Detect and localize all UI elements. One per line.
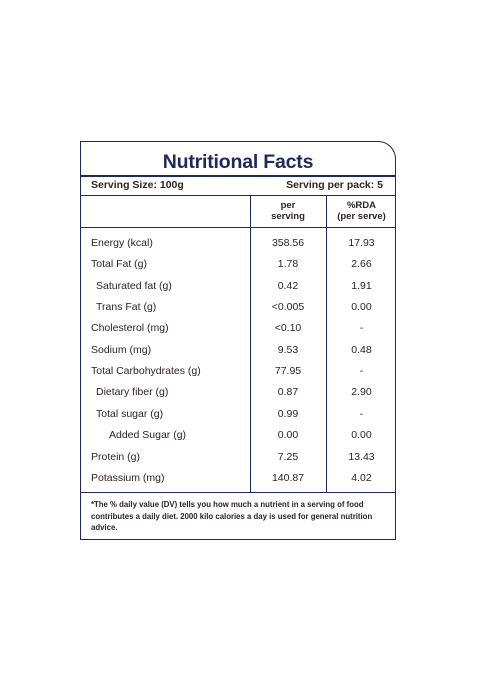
table-row: Total Carbohydrates (g) 77.95 - bbox=[81, 361, 395, 382]
nutrient-name: Protein (g) bbox=[91, 450, 141, 463]
nutrient-name: Cholesterol (mg) bbox=[91, 322, 169, 335]
footnote: *The % daily value (DV) tells you how mu… bbox=[91, 500, 373, 532]
nutrient-name: Total sugar (g) bbox=[96, 407, 164, 420]
rda-value: - bbox=[359, 322, 364, 335]
table-row: Total Fat (g) 1.78 2.66 bbox=[81, 254, 395, 275]
table-row: Added Sugar (g) 0.00 0.00 bbox=[81, 425, 395, 446]
per-serving-value: 0.42 bbox=[277, 279, 299, 292]
per-serving-value: <0.005 bbox=[271, 301, 305, 314]
per-serving-value: 0.99 bbox=[277, 407, 299, 420]
table-row: Potassium (mg) 140.87 4.02 bbox=[81, 468, 395, 489]
nutrient-name: Energy (kcal) bbox=[91, 237, 153, 249]
nutrient-name: Added Sugar (g) bbox=[109, 429, 187, 442]
divider bbox=[81, 195, 395, 197]
divider bbox=[81, 227, 395, 229]
per-serving-value: 358.56 bbox=[271, 237, 305, 249]
rda-value: 2.66 bbox=[351, 258, 372, 271]
rda-value: 0.00 bbox=[351, 301, 372, 314]
rda-value: 0.48 bbox=[351, 343, 372, 356]
table-row: Protein (g) 7.25 13.43 bbox=[81, 447, 395, 468]
nutrient-name: Trans Fat (g) bbox=[96, 301, 157, 314]
rda-value: 2.90 bbox=[351, 386, 372, 399]
per-serving-value: 1.78 bbox=[277, 258, 299, 271]
per-serving-value: 0.87 bbox=[277, 386, 299, 399]
per-serving-value: <0.10 bbox=[274, 322, 302, 335]
rda-value: - bbox=[359, 365, 364, 378]
serving-per-pack: Serving per pack: 5 bbox=[286, 179, 383, 191]
table-row: Cholesterol (mg) <0.10 - bbox=[81, 318, 395, 339]
nutrient-name: Total Carbohydrates (g) bbox=[91, 365, 201, 378]
per-serving-value: 0.00 bbox=[277, 429, 299, 442]
nutrient-name: Dietary fiber (g) bbox=[96, 386, 169, 399]
rda-value: 17.93 bbox=[348, 237, 375, 249]
table-row: Saturated fat (g) 0.42 1.91 bbox=[81, 276, 395, 297]
table-row: Dietary fiber (g) 0.87 2.90 bbox=[81, 382, 395, 403]
rda-value: 1.91 bbox=[351, 279, 372, 292]
per-serving-value: 9.53 bbox=[277, 343, 299, 356]
column-divider bbox=[250, 195, 252, 492]
table-row: Energy (kcal) 358.56 17.93 bbox=[81, 233, 395, 254]
divider bbox=[81, 175, 395, 177]
per-serving-value: 140.87 bbox=[271, 471, 305, 484]
rda-header: %RDA (per serve) bbox=[337, 200, 386, 222]
per-serving-value: 77.95 bbox=[274, 365, 302, 378]
nutrient-name: Saturated fat (g) bbox=[96, 279, 172, 292]
table-row: Total sugar (g) 0.99 - bbox=[81, 404, 395, 425]
rda-value: 4.02 bbox=[351, 471, 372, 484]
divider bbox=[81, 492, 395, 494]
nutrient-name: Potassium (mg) bbox=[91, 471, 165, 484]
rda-value: 0.00 bbox=[351, 429, 372, 442]
serving-size: Serving Size: 100g bbox=[91, 179, 184, 191]
table-row: Sodium (mg) 9.53 0.48 bbox=[81, 340, 395, 361]
column-divider bbox=[326, 195, 328, 492]
nutrient-name: Sodium (mg) bbox=[91, 343, 152, 356]
table-row: Trans Fat (g) <0.005 0.00 bbox=[81, 297, 395, 318]
rda-value: 13.43 bbox=[348, 450, 375, 463]
per-serving-value: 7.25 bbox=[277, 450, 299, 463]
nutrient-name: Total Fat (g) bbox=[91, 258, 148, 271]
nutrition-facts-panel: Nutritional Facts Serving Size: 100g Ser… bbox=[80, 141, 396, 540]
per-serving-header: per serving bbox=[271, 200, 305, 222]
rda-value: - bbox=[359, 407, 364, 420]
panel-title: Nutritional Facts bbox=[162, 151, 314, 173]
